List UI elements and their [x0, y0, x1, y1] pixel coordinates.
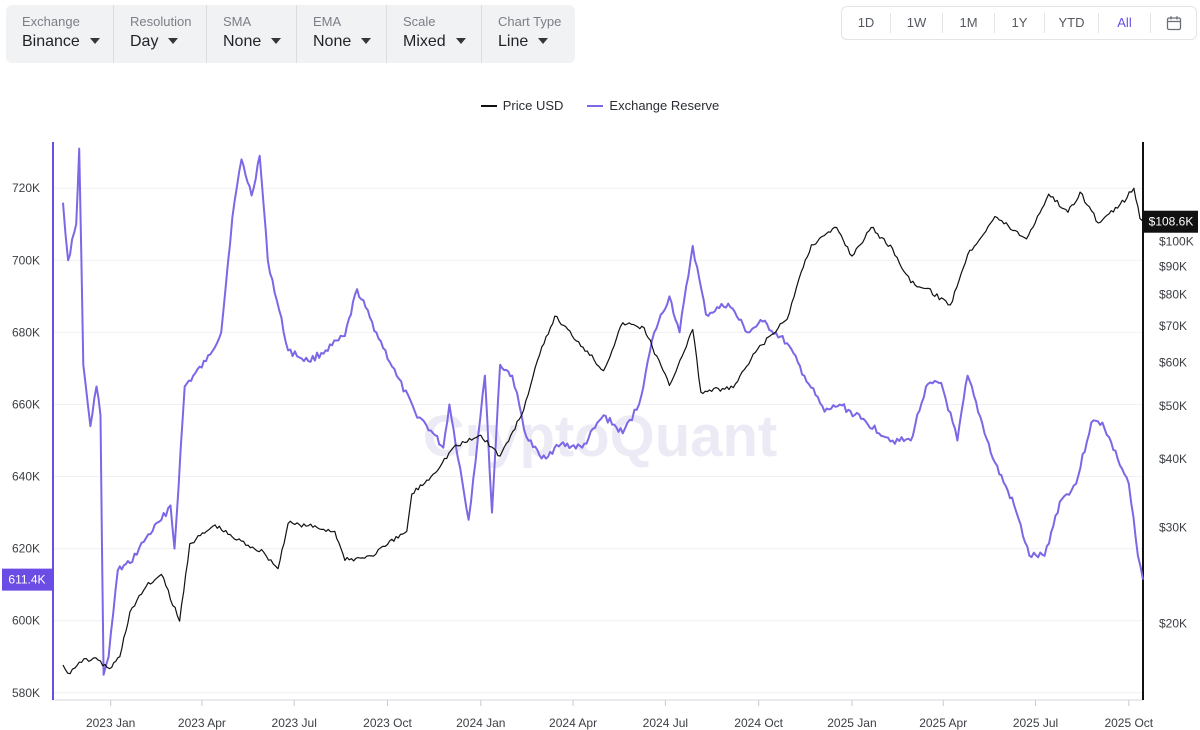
legend-swatch-price [480, 104, 497, 107]
left-axis-tick-label: 580K [12, 686, 40, 700]
resolution-label: Resolution [130, 14, 192, 29]
legend-item-reserve[interactable]: Exchange Reserve [587, 98, 719, 113]
chevron-down-icon [89, 37, 100, 44]
x-axis-tick-label: 2025 Jul [1013, 716, 1058, 730]
range-1y-button[interactable]: 1Y [995, 13, 1045, 33]
resolution-dropdown[interactable]: Resolution Day [114, 5, 207, 63]
scale-dropdown[interactable]: Scale Mixed [387, 5, 482, 63]
chevron-down-icon [168, 37, 179, 44]
chart-settings-toolbar: Exchange Binance Resolution Day SMA None… [6, 5, 575, 63]
x-axis-tick-label: 2024 Jan [456, 716, 505, 730]
resolution-value: Day [130, 33, 159, 50]
legend-item-price[interactable]: Price USD [480, 98, 564, 113]
x-axis-tick-label: 2023 Jan [86, 716, 135, 730]
time-range-selector: 1D 1W 1M 1Y YTD All [841, 6, 1197, 40]
scale-label: Scale [403, 14, 436, 29]
right-axis-tick-label: $40K [1159, 452, 1187, 466]
right-axis-tick-label: $90K [1159, 259, 1187, 273]
chevron-down-icon [455, 37, 466, 44]
chevron-down-icon [271, 37, 282, 44]
reserve-current-value-label: 611.4K [8, 573, 45, 587]
ema-dropdown[interactable]: EMA None [297, 5, 387, 63]
calendar-icon[interactable] [1151, 15, 1196, 31]
legend-label-price: Price USD [502, 98, 564, 113]
left-axis-tick-label: 680K [12, 325, 40, 339]
right-axis-tick-label: $70K [1159, 319, 1187, 333]
range-1m-button[interactable]: 1M [943, 13, 995, 33]
x-axis-tick-label: 2023 Apr [178, 716, 226, 730]
left-axis-tick-label: 600K [12, 614, 40, 628]
right-axis-tick-label: $100K [1159, 234, 1194, 248]
reserve-current-value-badge [2, 568, 53, 591]
scale-value: Mixed [403, 33, 446, 50]
series-line-price-usd [62, 187, 1144, 675]
sma-label: SMA [223, 14, 252, 29]
x-axis-tick-label: 2023 Jul [272, 716, 317, 730]
range-ytd-button[interactable]: YTD [1045, 13, 1099, 33]
left-axis-tick-label: 720K [12, 181, 40, 195]
left-axis-tick-label: 640K [12, 470, 40, 484]
range-1w-button[interactable]: 1W [891, 13, 943, 33]
right-axis-tick-label: $60K [1159, 356, 1187, 370]
chevron-down-icon [538, 37, 549, 44]
left-axis-tick-label: 620K [12, 542, 40, 556]
exchange-value: Binance [22, 33, 80, 50]
price-current-value-label: $108.6K [1149, 215, 1194, 229]
right-axis-tick-label: $50K [1159, 399, 1187, 413]
chart-type-value: Line [498, 33, 529, 50]
series-line-exchange-reserve [62, 147, 1144, 676]
x-axis-tick-label: 2025 Jan [827, 716, 876, 730]
chevron-down-icon [361, 37, 372, 44]
right-axis-tick-label: $20K [1159, 617, 1187, 631]
sma-value: None [223, 33, 262, 50]
price-current-value-badge [1144, 210, 1198, 233]
x-axis-tick-label: 2024 Apr [549, 716, 597, 730]
ema-label: EMA [313, 14, 342, 29]
left-axis-tick-label: 660K [12, 397, 40, 411]
range-1d-button[interactable]: 1D [842, 13, 891, 33]
legend-swatch-reserve [587, 104, 604, 107]
range-all-button[interactable]: All [1099, 13, 1151, 33]
sma-dropdown[interactable]: SMA None [207, 5, 297, 63]
chart-type-dropdown[interactable]: Chart Type Line [482, 5, 575, 63]
exchange-dropdown[interactable]: Exchange Binance [6, 5, 114, 63]
right-axis-tick-label: $30K [1159, 520, 1187, 534]
chart-legend: Price USD Exchange Reserve [0, 98, 1200, 113]
x-axis-tick-label: 2023 Oct [363, 716, 412, 730]
exchange-label: Exchange [22, 14, 80, 29]
left-axis-tick-label: 700K [12, 253, 40, 267]
x-axis-tick-label: 2025 Apr [919, 716, 967, 730]
right-axis-tick-label: $80K [1159, 287, 1187, 301]
ema-value: None [313, 33, 352, 50]
legend-label-reserve: Exchange Reserve [609, 98, 720, 113]
chart-type-label: Chart Type [498, 14, 562, 29]
x-axis-tick-label: 2025 Oct [1104, 716, 1153, 730]
x-axis-tick-label: 2024 Oct [734, 716, 783, 730]
x-axis-tick-label: 2024 Jul [643, 716, 688, 730]
